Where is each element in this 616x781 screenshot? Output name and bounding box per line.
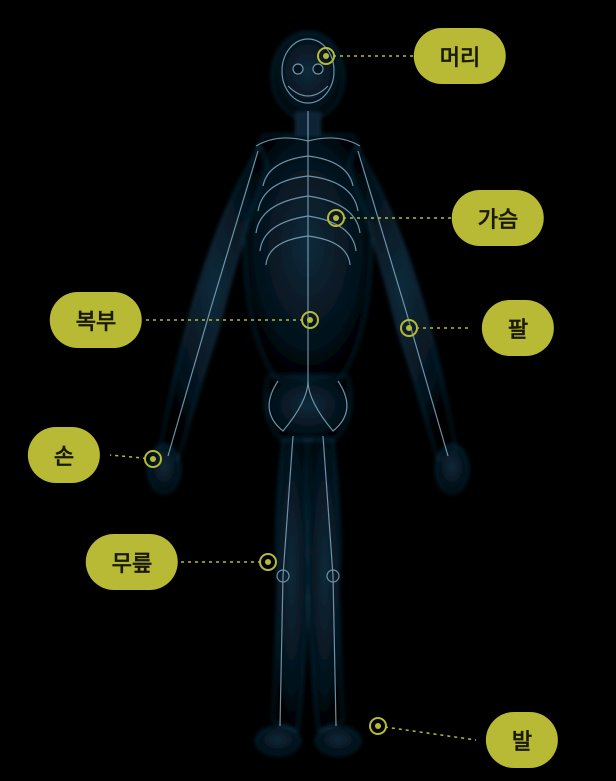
label-chest[interactable]: 가슴 [452, 190, 544, 246]
label-head[interactable]: 머리 [414, 28, 506, 84]
label-abdomen[interactable]: 복부 [50, 292, 142, 348]
diagram-canvas: 머리가슴복부 팔손무릎발 [0, 0, 616, 781]
label-arm[interactable]: 팔 [482, 300, 554, 356]
label-hand[interactable]: 손 [28, 427, 100, 483]
body-xray-figure [128, 21, 488, 761]
label-foot[interactable]: 발 [486, 712, 558, 768]
label-knee[interactable]: 무릎 [86, 534, 178, 590]
